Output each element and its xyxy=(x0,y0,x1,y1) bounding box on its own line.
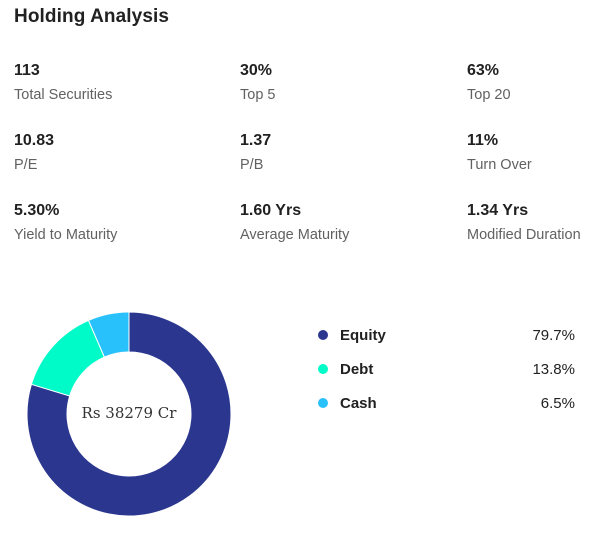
stat-label: Average Maturity xyxy=(240,227,350,243)
stat-value: 10.83 xyxy=(14,132,55,149)
legend-dot xyxy=(318,330,328,340)
legend-value: 79.7% xyxy=(532,326,575,344)
stat-label: Yield to Maturity xyxy=(14,227,118,243)
stat-label: P/E xyxy=(14,157,38,173)
stat-pb: 1.37 P/B xyxy=(240,132,271,173)
donut-chart: Rs 38279 Cr xyxy=(26,311,232,517)
stat-total-securities: 113 Total Securities xyxy=(14,62,112,103)
stat-label: Top 5 xyxy=(240,87,276,103)
stat-modified-duration: 1.34 Yrs Modified Duration xyxy=(467,202,581,243)
legend-item-debt: Debt 13.8% xyxy=(318,352,575,386)
stat-value: 11% xyxy=(467,132,499,149)
stat-top-5: 30% Top 5 xyxy=(240,62,275,103)
chart-legend: Equity 79.7% Debt 13.8% Cash 6.5% xyxy=(318,318,575,420)
donut-slice-equity xyxy=(26,311,232,517)
stat-top-20: 63% Top 20 xyxy=(467,62,511,103)
stat-label: Total Securities xyxy=(14,87,113,103)
stat-value: 1.37 xyxy=(240,132,272,149)
stat-value: 1.34 Yrs xyxy=(467,202,529,219)
stat-label: Top 20 xyxy=(467,87,511,103)
stat-yield-to-maturity: 5.30% Yield to Maturity xyxy=(14,202,117,243)
stat-label: Turn Over xyxy=(467,157,532,173)
legend-item-equity: Equity 79.7% xyxy=(318,318,575,352)
donut-slice-cash xyxy=(87,311,130,358)
stat-average-maturity: 1.60 Yrs Average Maturity xyxy=(240,202,349,243)
stat-label: Modified Duration xyxy=(467,227,581,243)
legend-label: Debt xyxy=(340,360,374,378)
stat-pe: 10.83 P/E xyxy=(14,132,54,173)
stat-value: 30% xyxy=(240,62,273,79)
stat-value: 1.60 Yrs xyxy=(240,202,302,219)
stat-label: P/B xyxy=(240,157,264,173)
legend-dot xyxy=(318,398,328,408)
legend-label: Equity xyxy=(340,326,386,344)
legend-dot xyxy=(318,364,328,374)
stat-value: 63% xyxy=(467,62,500,79)
legend-label: Cash xyxy=(340,394,377,412)
legend-value: 6.5% xyxy=(540,394,575,412)
legend-item-cash: Cash 6.5% xyxy=(318,386,575,420)
page-title: Holding Analysis xyxy=(14,6,170,27)
donut-center-label: Rs 38279 Cr xyxy=(82,404,178,422)
stat-turn-over: 11% Turn Over xyxy=(467,132,532,173)
stat-value: 5.30% xyxy=(14,202,60,219)
legend-value: 13.8% xyxy=(532,360,575,378)
stat-value: 113 xyxy=(14,62,40,79)
